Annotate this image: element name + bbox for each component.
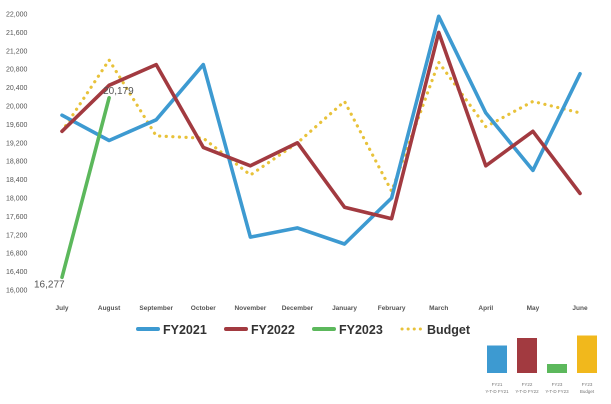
summary-thumbnail: FY21 Y-T-D FY21 bbox=[485, 345, 509, 394]
summary-label: FY21 bbox=[492, 382, 503, 387]
x-tick-label: September bbox=[139, 305, 173, 312]
y-tick-label: 18,000 bbox=[6, 196, 28, 203]
legend-item-fy2021: FY2021 bbox=[136, 323, 207, 337]
y-tick-label: 16,800 bbox=[6, 251, 28, 258]
legend-label: Budget bbox=[427, 323, 471, 337]
y-tick-label: 17,600 bbox=[6, 214, 28, 221]
x-tick-label: February bbox=[378, 305, 406, 312]
summary-bar bbox=[517, 338, 537, 373]
series-line-fy2021 bbox=[60, 14, 582, 246]
legend-item-budget: Budget bbox=[400, 323, 471, 337]
x-tick-label: October bbox=[191, 305, 216, 312]
x-tick-label: December bbox=[282, 305, 314, 312]
x-tick-label: June bbox=[572, 305, 588, 312]
legend-label: FY2022 bbox=[251, 323, 295, 337]
legend-label: FY2023 bbox=[339, 323, 383, 337]
legend-item-fy2022: FY2022 bbox=[224, 323, 295, 337]
series-line-fy2023 bbox=[60, 96, 111, 280]
y-tick-label: 21,200 bbox=[6, 48, 28, 55]
x-tick-label: July bbox=[55, 305, 68, 312]
y-tick-label: 18,400 bbox=[6, 177, 28, 184]
x-tick-label: January bbox=[332, 305, 357, 312]
summary-bar bbox=[487, 345, 507, 373]
y-tick-label: 19,200 bbox=[6, 140, 28, 147]
summary-sublabel: Y-T-D FY22 bbox=[515, 389, 539, 394]
y-tick-label: 22,000 bbox=[6, 12, 28, 19]
x-tick-label: November bbox=[234, 305, 266, 312]
series-line-fy2022 bbox=[60, 30, 582, 221]
y-tick-label: 17,200 bbox=[6, 232, 28, 239]
x-tick-label: April bbox=[478, 305, 493, 312]
summary-label: FY23 bbox=[582, 382, 593, 387]
summary-thumbnail: FY22 Y-T-D FY22 bbox=[515, 338, 539, 394]
data-label: 16,277 bbox=[34, 279, 65, 290]
legend: FY2021 FY2022 FY2023 Budget bbox=[136, 323, 471, 337]
summary-thumbnail: FY23 Y-T-D FY23 bbox=[545, 364, 569, 394]
y-tick-label: 16,000 bbox=[6, 288, 28, 295]
data-label: 20,179 bbox=[103, 86, 134, 97]
x-tick-label: May bbox=[527, 305, 540, 312]
y-tick-label: 16,400 bbox=[6, 269, 28, 276]
summary-thumbnails: FY21 Y-T-D FY21 FY22 Y-T-D FY22 FY23 Y-T-D FY… bbox=[485, 335, 597, 394]
x-axis: July August September October November Decemb… bbox=[55, 305, 587, 312]
summary-bar bbox=[547, 364, 567, 373]
summary-thumbnail: FY23 Budget bbox=[577, 335, 597, 394]
summary-sublabel: Y-T-D FY21 bbox=[485, 389, 509, 394]
summary-bar bbox=[577, 335, 597, 373]
x-tick-label: August bbox=[98, 305, 121, 312]
x-tick-label: March bbox=[429, 305, 448, 312]
legend-item-fy2023: FY2023 bbox=[312, 323, 383, 337]
summary-label: FY22 bbox=[522, 382, 533, 387]
y-tick-label: 20,000 bbox=[6, 104, 28, 111]
summary-label: FY23 bbox=[552, 382, 563, 387]
summary-sublabel: Y-T-D FY23 bbox=[545, 389, 569, 394]
y-tick-label: 20,800 bbox=[6, 67, 28, 74]
y-tick-label: 20,400 bbox=[6, 85, 28, 92]
data-labels: 16,277 20,179 bbox=[34, 86, 134, 290]
summary-sublabel: Budget bbox=[580, 389, 595, 394]
y-tick-label: 21,600 bbox=[6, 30, 28, 37]
series-lines bbox=[60, 14, 582, 280]
y-axis: 16,000 16,400 16,800 17,200 17,600 18,000 18,4… bbox=[6, 12, 28, 295]
y-tick-label: 18,800 bbox=[6, 159, 28, 166]
legend-label: FY2021 bbox=[163, 323, 207, 337]
y-tick-label: 19,600 bbox=[6, 122, 28, 129]
